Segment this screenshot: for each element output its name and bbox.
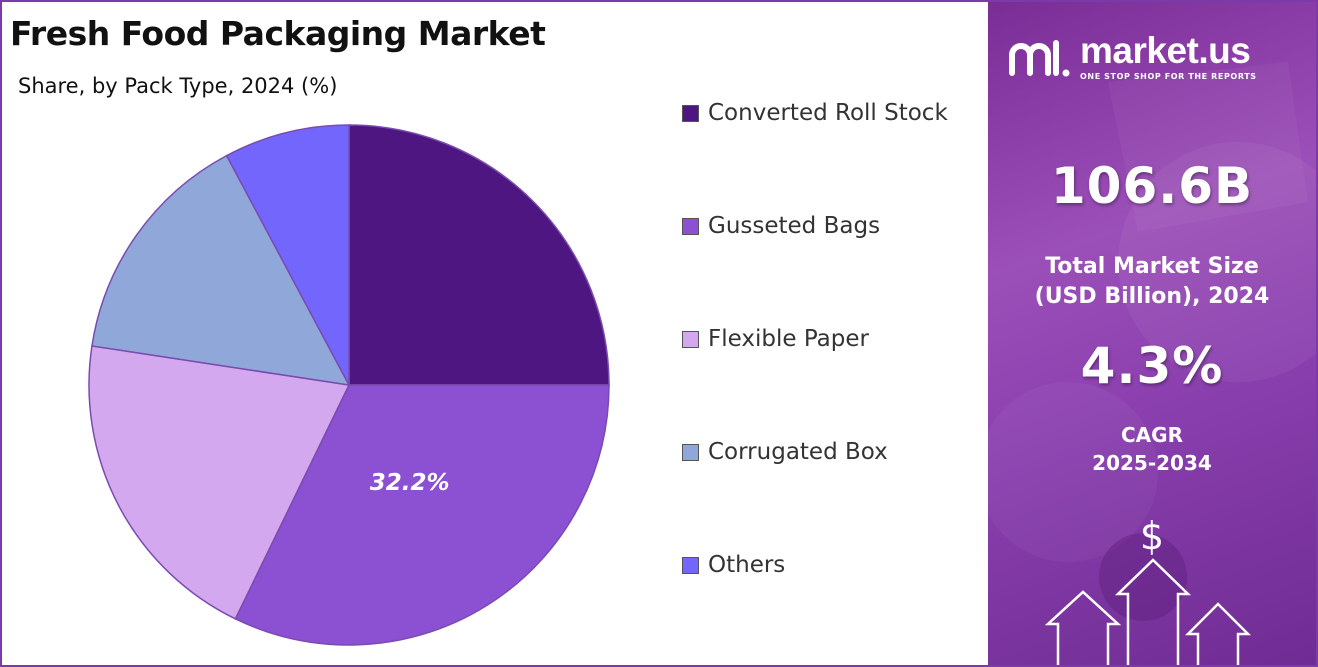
dollar-icon: $: [1139, 514, 1165, 558]
growth-arrows-icon: [1044, 558, 1252, 665]
pie-slice-converted-roll-stock: [348, 124, 610, 386]
brand-tagline: ONE STOP SHOP FOR THE REPORTS: [1080, 72, 1257, 81]
chart-title: Fresh Food Packaging Market: [10, 14, 546, 53]
legend-swatch: [682, 330, 699, 348]
legend-label: Corrugated Box: [708, 439, 888, 465]
legend-item: Converted Roll Stock: [682, 100, 948, 126]
pie-data-label-gusseted-bags: 32.2%: [370, 470, 450, 496]
legend-label: Others: [708, 552, 786, 578]
chart-panel: Fresh Food Packaging Market Share, by Pa…: [2, 2, 986, 665]
brand-logo: market.us ONE STOP SHOP FOR THE REPORTS: [1006, 32, 1257, 81]
pie-slice-corrugated-box: [91, 154, 351, 386]
legend-swatch: [682, 556, 699, 574]
cagr-value: 4.3%: [1080, 337, 1224, 395]
stats-panel: market.us ONE STOP SHOP FOR THE REPORTS …: [988, 2, 1316, 665]
legend-swatch: [682, 104, 699, 122]
pie-slice-others: [225, 124, 350, 386]
market-size-value: 106.6B: [1050, 157, 1254, 215]
legend-item: Gusseted Bags: [682, 213, 880, 239]
legend-label: Flexible Paper: [708, 326, 869, 352]
background-decoration: [988, 62, 1316, 621]
legend-label: Gusseted Bags: [708, 213, 881, 239]
market-size-label-line1: Total Market Size: [1045, 254, 1259, 279]
legend-swatch: [682, 443, 699, 461]
legend-label: Converted Roll Stock: [708, 100, 948, 126]
pie-slice-gusseted-bags: [234, 384, 610, 646]
chart-subtitle: Share, by Pack Type, 2024 (%): [18, 74, 338, 98]
pie-slice-flexible-paper: [88, 345, 351, 620]
pie-chart: 32.2%: [88, 124, 610, 646]
legend-item: Corrugated Box: [682, 439, 888, 465]
legend-item: Others: [682, 552, 785, 578]
cagr-label-line1: CAGR: [1121, 423, 1183, 447]
cagr-label-line2: 2025-2034: [1092, 451, 1212, 475]
market-us-logo-icon: [1009, 39, 1070, 76]
legend-swatch: [682, 217, 699, 235]
market-size-label-line2: (USD Billion), 2024: [1034, 284, 1270, 309]
legend-item: Flexible Paper: [682, 326, 869, 352]
brand-name: market.us: [1080, 30, 1251, 71]
